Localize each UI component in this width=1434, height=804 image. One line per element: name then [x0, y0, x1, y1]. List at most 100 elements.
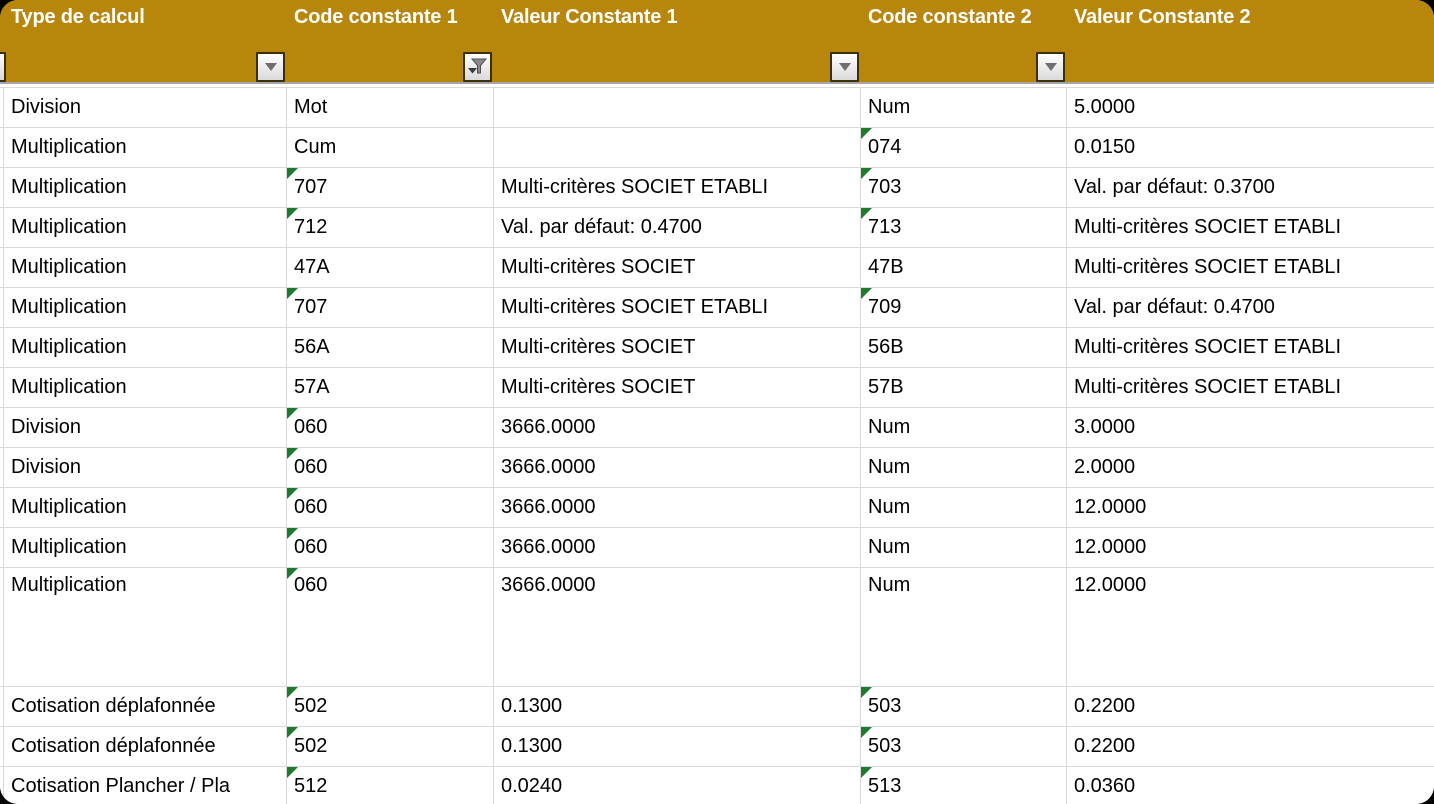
cell-code-constante-2[interactable]: Num: [861, 408, 1067, 447]
cell-type-de-calcul[interactable]: Multiplication: [4, 128, 287, 167]
cell-code-constante-1[interactable]: 060: [287, 528, 494, 567]
cell-type-de-calcul[interactable]: Division: [4, 448, 287, 487]
cell-code-constante-1[interactable]: 707: [287, 168, 494, 207]
cell-code-constante-1[interactable]: 060: [287, 448, 494, 487]
cell-valeur-constante-1[interactable]: Val. par défaut: 0.4700: [494, 208, 861, 247]
cell-code-constante-1[interactable]: 060: [287, 408, 494, 447]
cell-code-constante-2[interactable]: 709: [861, 288, 1067, 327]
cell-text: 2.0000: [1074, 456, 1135, 479]
cell-code-constante-2[interactable]: 47B: [861, 248, 1067, 287]
cell-text: Multi-critères SOCIET ETABLI: [1074, 376, 1341, 399]
cell-valeur-constante-1[interactable]: Multi-critères SOCIET ETABLI: [494, 288, 861, 327]
cell-code-constante-1[interactable]: 502: [287, 687, 494, 726]
cell-code-constante-2[interactable]: Num: [861, 88, 1067, 127]
cell-valeur-constante-2[interactable]: 0.0360: [1067, 767, 1434, 804]
cell-code-constante-1[interactable]: 712: [287, 208, 494, 247]
cell-code-constante-1[interactable]: 060: [287, 568, 494, 686]
cell-type-de-calcul[interactable]: Cotisation Plancher / Pla: [4, 767, 287, 804]
autofilter-button-type-de-calcul[interactable]: [256, 52, 285, 82]
cell-code-constante-1[interactable]: 502: [287, 727, 494, 766]
cell-valeur-constante-2[interactable]: Multi-critères SOCIET ETABLI: [1067, 248, 1434, 287]
cell-valeur-constante-2[interactable]: 12.0000: [1067, 568, 1434, 686]
cell-valeur-constante-1[interactable]: 3666.0000: [494, 568, 861, 686]
cell-valeur-constante-1[interactable]: 3666.0000: [494, 488, 861, 527]
cell-code-constante-1[interactable]: Cum: [287, 128, 494, 167]
cell-valeur-constante-1[interactable]: Multi-critères SOCIET: [494, 328, 861, 367]
cell-code-constante-2[interactable]: Num: [861, 528, 1067, 567]
cell-type-de-calcul[interactable]: Division: [4, 408, 287, 447]
autofilter-button-partial-left[interactable]: [0, 52, 6, 82]
cell-valeur-constante-2[interactable]: 12.0000: [1067, 528, 1434, 567]
cell-text: 513: [868, 775, 901, 798]
cell-type-de-calcul[interactable]: Multiplication: [4, 168, 287, 207]
cell-type-de-calcul[interactable]: Cotisation déplafonnée: [4, 687, 287, 726]
cell-valeur-constante-2[interactable]: 0.2200: [1067, 687, 1434, 726]
cell-code-constante-1[interactable]: Mot: [287, 88, 494, 127]
cell-valeur-constante-2[interactable]: 0.2200: [1067, 727, 1434, 766]
cell-code-constante-1[interactable]: 56A: [287, 328, 494, 367]
cell-type-de-calcul[interactable]: Cotisation déplafonnée: [4, 727, 287, 766]
filter-applied-icon: [468, 58, 487, 76]
column-header-label: Type de calcul: [4, 6, 145, 29]
cell-text: Multiplication: [11, 296, 127, 319]
cell-type-de-calcul[interactable]: Multiplication: [4, 208, 287, 247]
table-row: Multiplication 707Multi-critères SOCIET E…: [0, 288, 1434, 328]
header-cell-valeur-constante-1: Valeur Constante 1: [494, 6, 861, 29]
cell-valeur-constante-2[interactable]: 0.0150: [1067, 128, 1434, 167]
cell-code-constante-2[interactable]: Num: [861, 488, 1067, 527]
cell-code-constante-2[interactable]: 56B: [861, 328, 1067, 367]
cell-valeur-constante-1[interactable]: Multi-critères SOCIET: [494, 248, 861, 287]
autofilter-button-code-constante-1[interactable]: [463, 52, 492, 82]
cell-type-de-calcul[interactable]: Multiplication: [4, 368, 287, 407]
cell-type-de-calcul[interactable]: Multiplication: [4, 488, 287, 527]
cell-type-de-calcul[interactable]: Multiplication: [4, 248, 287, 287]
cell-type-de-calcul[interactable]: Division: [4, 88, 287, 127]
cell-valeur-constante-2[interactable]: 12.0000: [1067, 488, 1434, 527]
cell-text: 12.0000: [1074, 574, 1146, 597]
cell-code-constante-1[interactable]: 57A: [287, 368, 494, 407]
cell-valeur-constante-1[interactable]: 0.1300: [494, 687, 861, 726]
cell-valeur-constante-1[interactable]: 0.0240: [494, 767, 861, 804]
cell-valeur-constante-2[interactable]: Multi-critères SOCIET ETABLI: [1067, 208, 1434, 247]
cell-valeur-constante-1[interactable]: 3666.0000: [494, 448, 861, 487]
cell-code-constante-2[interactable]: 703: [861, 168, 1067, 207]
header-cell-type-de-calcul: Type de calcul: [4, 6, 287, 29]
cell-code-constante-2[interactable]: 074: [861, 128, 1067, 167]
cell-code-constante-1[interactable]: 060: [287, 488, 494, 527]
cell-text: Multi-critères SOCIET: [501, 376, 695, 399]
cell-code-constante-2[interactable]: Num: [861, 568, 1067, 686]
cell-code-constante-2[interactable]: 513: [861, 767, 1067, 804]
cell-valeur-constante-1[interactable]: 3666.0000: [494, 408, 861, 447]
cell-valeur-constante-1[interactable]: [494, 128, 861, 167]
cell-valeur-constante-1[interactable]: Multi-critères SOCIET ETABLI: [494, 168, 861, 207]
cell-type-de-calcul[interactable]: Multiplication: [4, 568, 287, 686]
cell-code-constante-2[interactable]: Num: [861, 448, 1067, 487]
cell-code-constante-2[interactable]: 503: [861, 727, 1067, 766]
cell-type-de-calcul[interactable]: Multiplication: [4, 288, 287, 327]
cell-valeur-constante-1[interactable]: 3666.0000: [494, 528, 861, 567]
autofilter-button-code-constante-2[interactable]: [1036, 52, 1065, 82]
text-as-number-warning-icon: [861, 687, 872, 698]
cell-code-constante-2[interactable]: 57B: [861, 368, 1067, 407]
cell-valeur-constante-2[interactable]: Val. par défaut: 0.3700: [1067, 168, 1434, 207]
cell-valeur-constante-2[interactable]: 2.0000: [1067, 448, 1434, 487]
cell-type-de-calcul[interactable]: Multiplication: [4, 328, 287, 367]
cell-code-constante-2[interactable]: 713: [861, 208, 1067, 247]
cell-text: 502: [294, 735, 327, 758]
cell-code-constante-1[interactable]: 47A: [287, 248, 494, 287]
cell-valeur-constante-2[interactable]: Multi-critères SOCIET ETABLI: [1067, 368, 1434, 407]
cell-valeur-constante-2[interactable]: 5.0000: [1067, 88, 1434, 127]
autofilter-button-valeur-constante-1[interactable]: [830, 52, 859, 82]
cell-code-constante-2[interactable]: 503: [861, 687, 1067, 726]
cell-valeur-constante-1[interactable]: Multi-critères SOCIET: [494, 368, 861, 407]
cell-code-constante-1[interactable]: 707: [287, 288, 494, 327]
cell-text: Multi-critères SOCIET ETABLI: [1074, 336, 1341, 359]
cell-valeur-constante-2[interactable]: 3.0000: [1067, 408, 1434, 447]
cell-valeur-constante-2[interactable]: Multi-critères SOCIET ETABLI: [1067, 328, 1434, 367]
cell-valeur-constante-1[interactable]: [494, 88, 861, 127]
cell-valeur-constante-2[interactable]: Val. par défaut: 0.4700: [1067, 288, 1434, 327]
cell-code-constante-1[interactable]: 512: [287, 767, 494, 804]
cell-valeur-constante-1[interactable]: 0.1300: [494, 727, 861, 766]
cell-text: Cotisation Plancher / Pla: [11, 775, 230, 798]
cell-type-de-calcul[interactable]: Multiplication: [4, 528, 287, 567]
